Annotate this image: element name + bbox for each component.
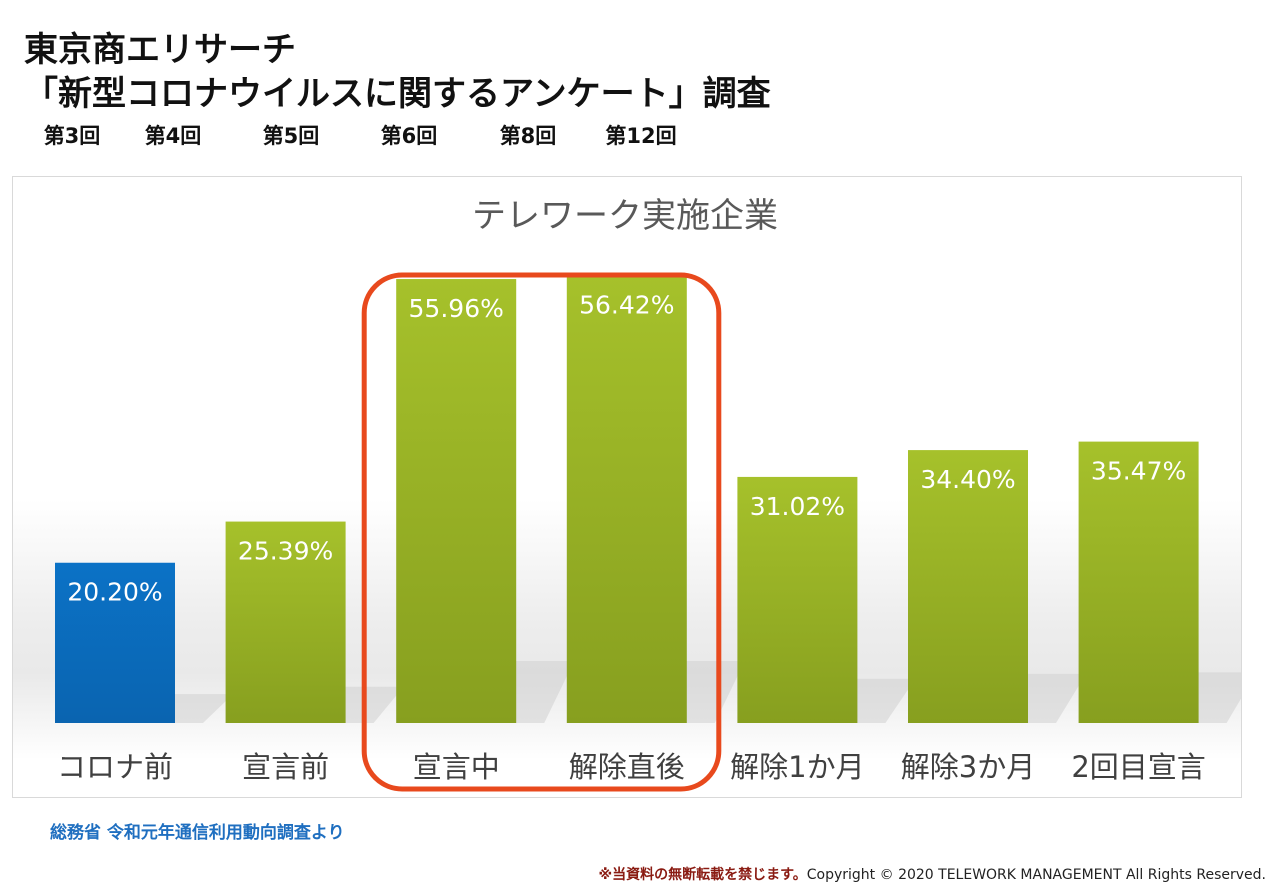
category-label: 宣言中 bbox=[413, 750, 500, 784]
category-label: 宣言前 bbox=[242, 750, 329, 784]
bar-コロナ前 bbox=[55, 562, 175, 723]
round-label: 第8回 bbox=[499, 124, 557, 148]
round-label: 第12回 bbox=[605, 124, 677, 148]
copyright-line: ※当資料の無断転載を禁じます。Copyright © 2020 TELEWORK… bbox=[599, 864, 1266, 884]
category-label: 解除3か月 bbox=[901, 750, 1035, 784]
highlight-frame bbox=[361, 272, 722, 792]
value-label: 35.47% bbox=[1091, 457, 1186, 486]
value-label: 34.40% bbox=[920, 465, 1015, 494]
copyright-text: Copyright © 2020 TELEWORK MANAGEMENT All… bbox=[806, 867, 1266, 883]
chart-panel: テレワーク実施企業 20.20% 25.39% 55.96% 56.42% 31.02%… bbox=[12, 176, 1242, 798]
value-label: 55.96% bbox=[409, 294, 504, 323]
round-label: 第4回 bbox=[144, 124, 202, 148]
category-label: 解除直後 bbox=[569, 750, 685, 784]
category-label: 2回目宣言 bbox=[1071, 750, 1205, 784]
category-label: コロナ前 bbox=[57, 750, 173, 784]
round-label: 第3回 bbox=[43, 124, 101, 148]
bar-chart: テレワーク実施企業 20.20% 25.39% 55.96% 56.42% 31.02%… bbox=[55, 196, 1241, 792]
bar-解除直後 bbox=[566, 275, 687, 723]
chart-title: テレワーク実施企業 bbox=[472, 196, 778, 236]
bar-解除3か月 bbox=[908, 450, 1028, 723]
category-label: 解除1か月 bbox=[730, 750, 864, 784]
page-heading: 東京商エリサーチ 「新型コロナウイルスに関するアンケート」調査 bbox=[24, 28, 771, 116]
reprint-notice: ※当資料の無断転載を禁じます。 bbox=[598, 867, 807, 883]
value-label: 56.42% bbox=[579, 290, 674, 319]
heading-line-1: 東京商エリサーチ bbox=[24, 30, 296, 70]
source-note: 総務省 令和元年通信利用動向調査より bbox=[50, 823, 345, 843]
value-label: 20.20% bbox=[67, 578, 162, 607]
bar-宣言中 bbox=[396, 279, 517, 723]
round-label: 第6回 bbox=[380, 124, 438, 148]
survey-round-labels: 第3回 第4回 第5回 第6回 第8回 第12回 bbox=[0, 120, 720, 154]
bar-解除1か月 bbox=[737, 476, 858, 723]
bar-宣言前 bbox=[225, 521, 346, 723]
round-label: 第5回 bbox=[262, 124, 320, 148]
value-label: 31.02% bbox=[750, 492, 845, 521]
value-label: 25.39% bbox=[238, 537, 333, 566]
heading-line-2: 「新型コロナウイルスに関するアンケート」調査 bbox=[24, 74, 771, 114]
bar-2回目宣言 bbox=[1078, 441, 1199, 723]
